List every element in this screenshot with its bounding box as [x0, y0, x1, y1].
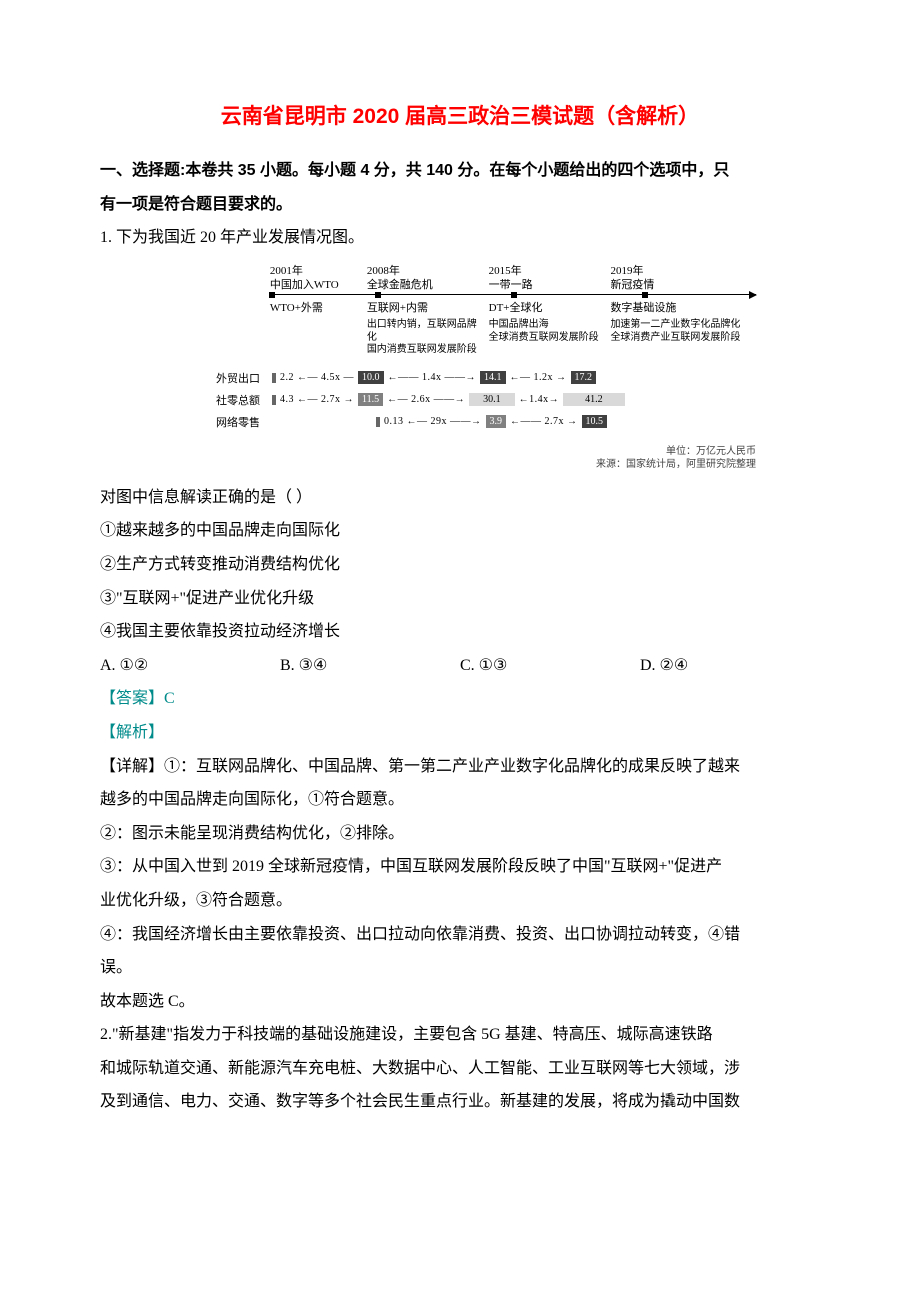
- page-container: 云南省昆明市 2020 届高三政治三模试题（含解析） 一、选择题:本卷共 35 …: [0, 0, 920, 1159]
- choice-d: D. ②④: [640, 649, 820, 683]
- diagram-phase-2: 互联网+内需: [365, 299, 487, 315]
- diagram-phasedesc-4: 加速第一二产业数字化品牌化 全球消费产业互联网发展阶段: [608, 319, 756, 357]
- value-box: 11.5: [358, 393, 383, 406]
- section-header-line2: 有一项是符合题目要求的。: [100, 188, 820, 222]
- value-box: 30.1: [469, 393, 515, 406]
- diagram-event-2: 全球金融危机: [367, 279, 485, 293]
- q1-option-2: ②生产方式转变推动消费结构优化: [100, 548, 820, 582]
- q1-analysis-3: ②：图示未能呈现消费结构优化，②排除。: [100, 817, 820, 851]
- value-box: 10.5: [582, 415, 608, 428]
- value-box: 3.9: [486, 415, 507, 428]
- data-row-retail: 社零总额 4.3 ←— 2.7x → 11.5 ←— 2.6x ——→ 30.1…: [216, 389, 756, 411]
- diagram-event-4: 新冠疫情: [610, 279, 754, 293]
- industry-diagram: 2001年 中国加入WTO 2008年 全球金融危机 2015年 一带一路 20…: [216, 265, 756, 471]
- diagram-phasedesc-3: 中国品牌出海 全球消费互联网发展阶段: [487, 319, 609, 357]
- diagram-source: 单位：万亿元人民币 来源：国家统计局，阿里研究院整理: [216, 445, 756, 471]
- q1-analysis-5: 业优化升级，③符合题意。: [100, 884, 820, 918]
- q1-stem: 1. 下为我国近 20 年产业发展情况图。: [100, 221, 820, 255]
- diagram-src: 来源：国家统计局，阿里研究院整理: [216, 458, 756, 471]
- diagram-phase-4: 数字基础设施: [608, 299, 756, 315]
- q1-analysis-2: 越多的中国品牌走向国际化，①符合题意。: [100, 783, 820, 817]
- value-box: 14.1: [480, 371, 506, 384]
- diagram-year-1: 2001年: [270, 265, 363, 279]
- q2-line-1: 2."新基建"指发力于科技端的基础设施建设，主要包含 5G 基建、特高压、城际高…: [100, 1018, 820, 1052]
- diagram-phasedesc-2: 出口转内销，互联网品牌化 国内消费互联网发展阶段: [365, 319, 487, 357]
- row-label-export: 外贸出口: [216, 370, 272, 386]
- q1-option-1: ①越来越多的中国品牌走向国际化: [100, 514, 820, 548]
- q1-answer: 【答案】C: [100, 682, 820, 716]
- diagram-year-4: 2019年: [610, 265, 754, 279]
- page-title: 云南省昆明市 2020 届高三政治三模试题（含解析）: [100, 100, 820, 130]
- q1-analysis-label: 【解析】: [100, 716, 820, 750]
- q1-option-3: ③"互联网+"促进产业优化升级: [100, 582, 820, 616]
- arrow-right-icon: [749, 291, 757, 299]
- diagram-phase-3: DT+全球化: [487, 299, 609, 315]
- q2-line-3: 及到通信、电力、交通、数字等多个社会民生重点行业。新基建的发展，将成为撬动中国数: [100, 1085, 820, 1119]
- timeline-dot-icon: [269, 292, 275, 298]
- choice-a: A. ①②: [100, 649, 280, 683]
- data-row-online: 网络零售 0.13 ←— 29x ——→ 3.9 ←—— 2.7x → 10.5: [216, 411, 756, 433]
- q1-analysis-8: 故本题选 C。: [100, 985, 820, 1019]
- q1-analysis-4: ③：从中国入世到 2019 全球新冠疫情，中国互联网发展阶段反映了中国"互联网+…: [100, 850, 820, 884]
- row-label-online: 网络零售: [216, 414, 272, 430]
- choice-b: B. ③④: [280, 649, 460, 683]
- data-row-export: 外贸出口 2.2 ←— 4.5x — 10.0 ←—— 1.4x ——→ 14.…: [216, 367, 756, 389]
- q1-analysis-6: ④：我国经济增长由主要依靠投资、出口拉动向依靠消费、投资、出口协调拉动转变，④错: [100, 918, 820, 952]
- diagram-event-1: 中国加入WTO: [270, 279, 363, 293]
- diagram-event-3: 一带一路: [489, 279, 607, 293]
- timeline-dot-icon: [642, 292, 648, 298]
- timeline-line: [272, 294, 756, 295]
- diagram-phase-1: WTO+外需: [268, 299, 365, 315]
- section-header-line1: 一、选择题:本卷共 35 小题。每小题 4 分，共 140 分。在每个小题给出的…: [100, 154, 820, 188]
- q1-analysis-7: 误。: [100, 951, 820, 985]
- value-box: 41.2: [563, 393, 625, 406]
- q1-choices: A. ①② B. ③④ C. ①③ D. ②④: [100, 649, 820, 683]
- q1-option-4: ④我国主要依靠投资拉动经济增长: [100, 615, 820, 649]
- diagram-year-3: 2015年: [489, 265, 607, 279]
- q1-prompt: 对图中信息解读正确的是（ ）: [100, 481, 820, 515]
- q2-line-2: 和城际轨道交通、新能源汽车充电桩、大数据中心、人工智能、工业互联网等七大领域，涉: [100, 1052, 820, 1086]
- tick-icon: [272, 373, 276, 383]
- diagram-year-2: 2008年: [367, 265, 485, 279]
- choice-c: C. ①③: [460, 649, 640, 683]
- timeline-dot-icon: [511, 292, 517, 298]
- row-label-retail: 社零总额: [216, 392, 272, 408]
- value-box: 17.2: [571, 371, 597, 384]
- tick-icon: [272, 395, 276, 405]
- timeline-dot-icon: [375, 292, 381, 298]
- q1-analysis-1: 【详解】①：互联网品牌化、中国品牌、第一第二产业产业数字化品牌化的成果反映了越来: [100, 750, 820, 784]
- tick-icon: [376, 417, 380, 427]
- diagram-unit: 单位：万亿元人民币: [216, 445, 756, 458]
- value-box: 10.0: [358, 371, 384, 384]
